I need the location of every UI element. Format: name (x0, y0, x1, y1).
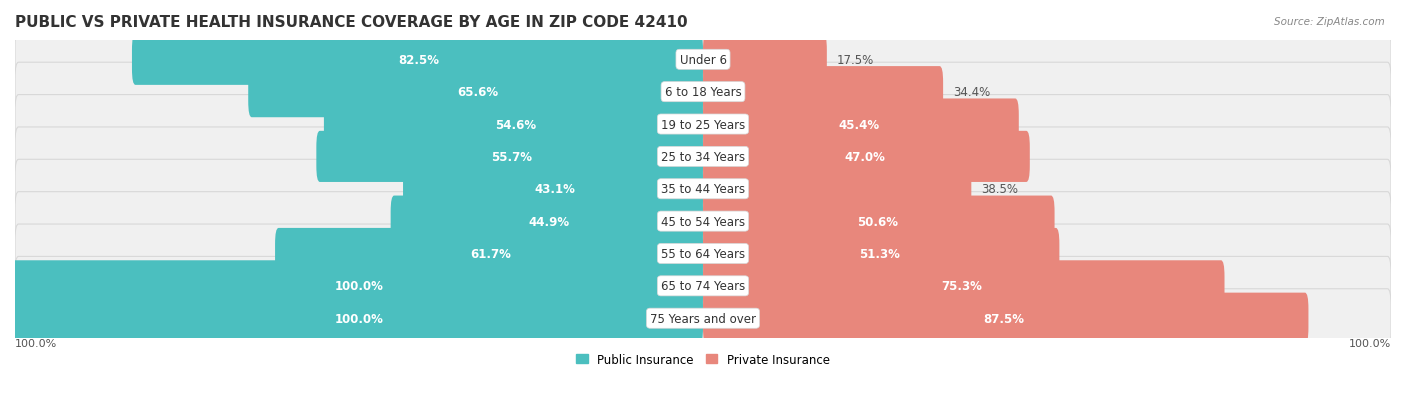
FancyBboxPatch shape (703, 67, 943, 118)
Text: 55 to 64 Years: 55 to 64 Years (661, 247, 745, 260)
Text: 87.5%: 87.5% (984, 312, 1025, 325)
Text: PUBLIC VS PRIVATE HEALTH INSURANCE COVERAGE BY AGE IN ZIP CODE 42410: PUBLIC VS PRIVATE HEALTH INSURANCE COVER… (15, 15, 688, 30)
FancyBboxPatch shape (15, 160, 1391, 218)
Text: 65 to 74 Years: 65 to 74 Years (661, 280, 745, 293)
Text: 47.0%: 47.0% (844, 150, 886, 164)
FancyBboxPatch shape (15, 31, 1391, 90)
Text: 100.0%: 100.0% (335, 280, 384, 293)
Text: 38.5%: 38.5% (981, 183, 1018, 196)
Text: 6 to 18 Years: 6 to 18 Years (665, 86, 741, 99)
Text: 35 to 44 Years: 35 to 44 Years (661, 183, 745, 196)
FancyBboxPatch shape (249, 67, 703, 118)
Text: 45 to 54 Years: 45 to 54 Years (661, 215, 745, 228)
Legend: Public Insurance, Private Insurance: Public Insurance, Private Insurance (571, 348, 835, 370)
Text: 50.6%: 50.6% (856, 215, 897, 228)
Text: 54.6%: 54.6% (495, 118, 536, 131)
Text: 19 to 25 Years: 19 to 25 Years (661, 118, 745, 131)
FancyBboxPatch shape (15, 63, 1391, 122)
Text: 61.7%: 61.7% (471, 247, 512, 260)
FancyBboxPatch shape (404, 164, 703, 215)
FancyBboxPatch shape (703, 261, 1225, 312)
Text: Source: ZipAtlas.com: Source: ZipAtlas.com (1274, 17, 1385, 26)
FancyBboxPatch shape (703, 35, 827, 85)
Text: 65.6%: 65.6% (457, 86, 498, 99)
FancyBboxPatch shape (15, 257, 1391, 316)
FancyBboxPatch shape (15, 95, 1391, 154)
FancyBboxPatch shape (703, 131, 1029, 183)
FancyBboxPatch shape (132, 35, 703, 85)
Text: Under 6: Under 6 (679, 54, 727, 66)
Text: 82.5%: 82.5% (399, 54, 440, 66)
Text: 43.1%: 43.1% (534, 183, 575, 196)
FancyBboxPatch shape (703, 228, 1059, 279)
FancyBboxPatch shape (15, 225, 1391, 283)
FancyBboxPatch shape (703, 293, 1309, 344)
Text: 100.0%: 100.0% (335, 312, 384, 325)
FancyBboxPatch shape (391, 196, 703, 247)
FancyBboxPatch shape (15, 289, 1391, 348)
FancyBboxPatch shape (15, 192, 1391, 251)
FancyBboxPatch shape (276, 228, 703, 279)
FancyBboxPatch shape (703, 99, 1019, 150)
Text: 75 Years and over: 75 Years and over (650, 312, 756, 325)
FancyBboxPatch shape (323, 99, 703, 150)
Text: 100.0%: 100.0% (1348, 338, 1391, 349)
FancyBboxPatch shape (11, 261, 703, 312)
Text: 45.4%: 45.4% (838, 118, 880, 131)
Text: 17.5%: 17.5% (837, 54, 875, 66)
Text: 100.0%: 100.0% (15, 338, 58, 349)
Text: 25 to 34 Years: 25 to 34 Years (661, 150, 745, 164)
Text: 44.9%: 44.9% (529, 215, 569, 228)
Text: 75.3%: 75.3% (942, 280, 983, 293)
FancyBboxPatch shape (316, 131, 703, 183)
Text: 55.7%: 55.7% (491, 150, 531, 164)
FancyBboxPatch shape (703, 196, 1054, 247)
Text: 34.4%: 34.4% (953, 86, 991, 99)
FancyBboxPatch shape (15, 128, 1391, 186)
FancyBboxPatch shape (11, 293, 703, 344)
FancyBboxPatch shape (703, 164, 972, 215)
Text: 51.3%: 51.3% (859, 247, 900, 260)
